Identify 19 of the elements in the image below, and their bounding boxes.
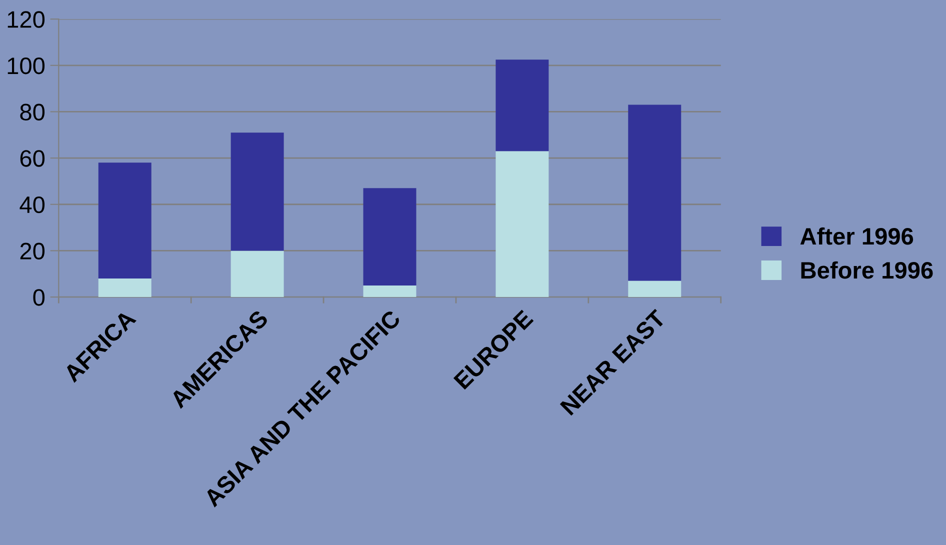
bar: [628, 280, 682, 298]
bar: [363, 285, 416, 298]
bar: [496, 151, 549, 298]
y-tick-label: 80: [20, 104, 45, 121]
bar: [230, 132, 284, 251]
y-tick-label: 0: [33, 289, 45, 306]
bar: [230, 250, 284, 298]
bar: [496, 60, 549, 152]
bar: [628, 104, 682, 281]
bar: [363, 188, 416, 286]
legend-label: After 1996: [800, 227, 914, 245]
y-tick-label: 100: [8, 57, 45, 74]
y-tick-label: 40: [20, 196, 45, 214]
bar: [98, 278, 152, 298]
y-tick-label: 60: [20, 150, 45, 167]
legend-label: Before 1996: [801, 261, 933, 279]
y-tick-label: 120: [8, 11, 45, 28]
y-tick-label: 20: [20, 242, 45, 260]
bar: [98, 162, 152, 278]
